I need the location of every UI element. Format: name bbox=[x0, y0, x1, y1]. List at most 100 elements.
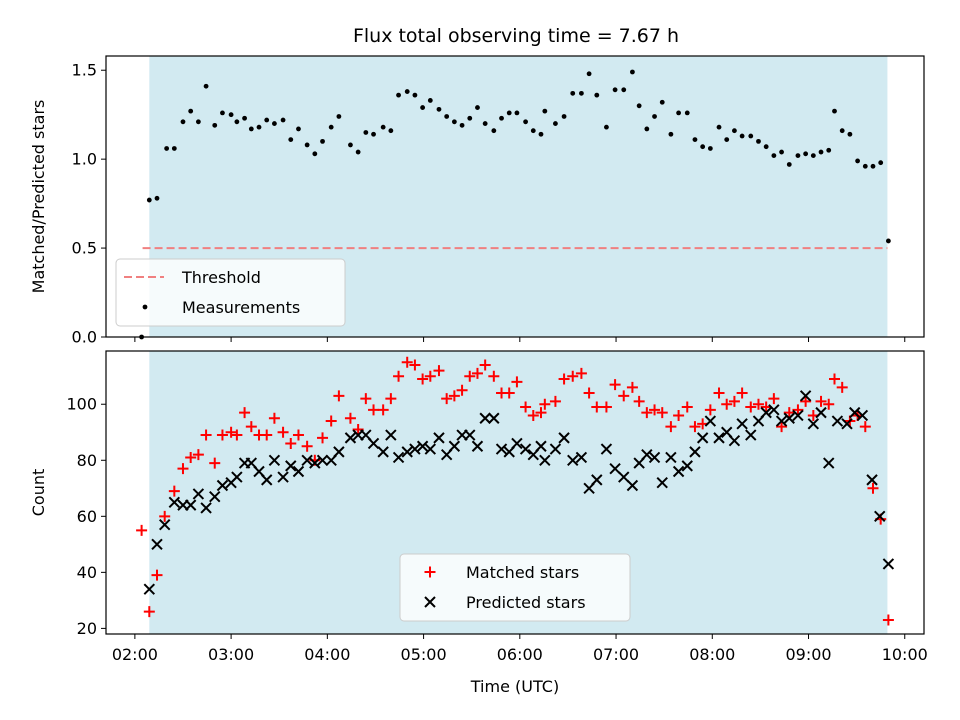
predicted-star-point bbox=[558, 432, 570, 444]
matched-star-point bbox=[424, 370, 436, 382]
predicted-star-point bbox=[519, 443, 532, 455]
matched-star-point bbox=[527, 409, 539, 421]
measurement-point bbox=[242, 115, 247, 121]
measurement-point bbox=[779, 149, 784, 155]
matched-star-point bbox=[626, 381, 638, 393]
matched-star-point bbox=[385, 393, 397, 405]
measurement-point bbox=[862, 163, 868, 169]
measurement-point bbox=[538, 131, 544, 137]
predicted-star-point bbox=[689, 446, 701, 458]
measurement-point bbox=[171, 146, 177, 151]
measurement-point bbox=[542, 108, 548, 114]
chart-title: Flux total observing time = 7.67 h bbox=[353, 25, 679, 47]
matched-star-point bbox=[333, 390, 345, 402]
bottom-series-2 bbox=[143, 390, 895, 595]
predicted-star-point bbox=[367, 437, 380, 450]
measurement-point bbox=[604, 124, 609, 130]
matched-star-point bbox=[783, 407, 795, 419]
predicted-star-point bbox=[618, 471, 630, 483]
predicted-star-point bbox=[575, 451, 588, 464]
top-panel: 0.0 0.5 1.0 1.5 Matched/Predicted stars Thres… bbox=[29, 55, 925, 347]
predicted-star-point bbox=[656, 476, 668, 489]
measurement-point bbox=[586, 71, 592, 77]
matched-star-point bbox=[503, 387, 515, 399]
predicted-star-point bbox=[401, 446, 413, 458]
predicted-star-point bbox=[539, 454, 551, 466]
predicted-star-point bbox=[409, 443, 421, 455]
measurement-point bbox=[668, 131, 674, 137]
matched-star-point bbox=[136, 524, 148, 536]
matched-star-point bbox=[177, 463, 189, 475]
predicted-star-point bbox=[316, 454, 329, 466]
measurement-point bbox=[855, 158, 860, 164]
bottom-series-1 bbox=[136, 356, 894, 626]
measurement-point bbox=[363, 130, 369, 135]
matched-star-point bbox=[745, 401, 757, 413]
measurement-point bbox=[459, 122, 465, 128]
matched-star-point bbox=[721, 398, 733, 410]
x-tick-label: 08:00 bbox=[689, 645, 735, 664]
predicted-star-point bbox=[488, 412, 500, 424]
predicted-star-point bbox=[799, 390, 812, 402]
matched-star-point bbox=[464, 370, 476, 382]
measurement-point bbox=[763, 144, 769, 150]
matched-star-point bbox=[409, 359, 421, 371]
top-y-tick-label: 0.0 bbox=[72, 328, 97, 347]
matched-star-point bbox=[859, 421, 871, 433]
top-legend: Threshold Measurements bbox=[115, 258, 346, 327]
measurement-point bbox=[553, 121, 558, 126]
predicted-star-point bbox=[792, 409, 804, 422]
predicted-star-point bbox=[713, 432, 725, 444]
matched-star-point bbox=[151, 569, 163, 581]
predicted-star-point bbox=[158, 519, 171, 531]
predicted-star-point bbox=[471, 440, 484, 452]
bottom-y-tick-label: 20 bbox=[77, 619, 97, 638]
matched-star-point bbox=[882, 614, 894, 626]
bottom-y-axis-label: Count bbox=[29, 469, 48, 517]
matched-star-point bbox=[471, 367, 483, 379]
measurement-point bbox=[630, 69, 635, 75]
measurement-point bbox=[451, 119, 457, 125]
top-y-tick-label: 1.5 bbox=[72, 61, 97, 80]
matched-star-point bbox=[689, 421, 701, 433]
matched-star-point bbox=[511, 376, 523, 388]
predicted-star-point bbox=[783, 412, 795, 424]
measurement-point bbox=[748, 133, 754, 139]
matched-star-point bbox=[673, 409, 685, 421]
predicted-star-point bbox=[672, 465, 685, 478]
measurement-point bbox=[280, 117, 286, 123]
matched-star-point bbox=[344, 412, 356, 424]
predicted-star-point bbox=[216, 479, 229, 492]
measurement-point bbox=[195, 119, 201, 125]
predicted-star-point bbox=[301, 454, 313, 466]
matched-star-point bbox=[829, 373, 841, 385]
matched-star-point bbox=[301, 440, 313, 452]
measurement-point bbox=[467, 115, 473, 121]
matched-star-point bbox=[441, 393, 453, 405]
matched-star-point bbox=[325, 415, 337, 427]
legend-threshold-label: Threshold bbox=[181, 268, 261, 287]
measurement-point bbox=[676, 110, 681, 116]
measurement-point bbox=[228, 112, 234, 118]
predicted-star-point bbox=[392, 451, 405, 464]
predicted-star-point bbox=[736, 418, 748, 430]
measurement-point bbox=[248, 126, 254, 132]
matched-star-point bbox=[393, 370, 405, 382]
measurement-point bbox=[803, 151, 809, 157]
measurement-point bbox=[296, 126, 301, 132]
predicted-star-point bbox=[768, 404, 780, 416]
measurement-point bbox=[885, 238, 891, 244]
predicted-star-point bbox=[309, 457, 321, 469]
predicted-star-point bbox=[209, 490, 221, 503]
predicted-star-point bbox=[681, 460, 693, 472]
matched-star-point bbox=[448, 390, 460, 402]
matched-star-point bbox=[456, 384, 468, 396]
measurement-point bbox=[847, 131, 853, 137]
predicted-star-point bbox=[377, 446, 389, 458]
predicted-star-point bbox=[866, 474, 878, 486]
bottom-legend: Matched stars Predicted stars bbox=[399, 553, 631, 622]
measurement-point bbox=[594, 92, 600, 98]
measurement-point bbox=[839, 128, 845, 134]
bottom-y-tick-label: 40 bbox=[77, 563, 97, 582]
predicted-star-point bbox=[856, 409, 869, 422]
